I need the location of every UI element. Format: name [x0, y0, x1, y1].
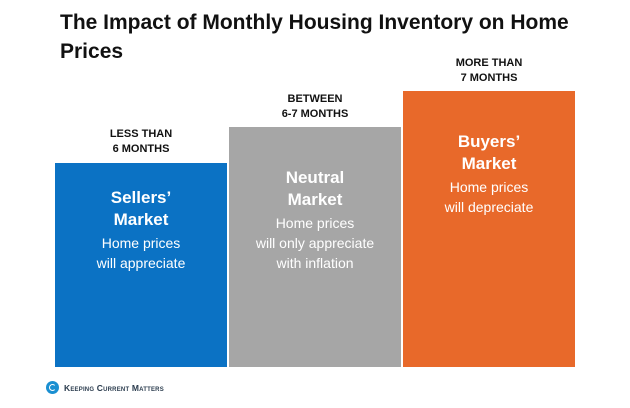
- range-label-line1: LESS THAN: [109, 128, 173, 140]
- market-name-line1: Buyers’: [457, 132, 521, 151]
- market-description: Home prices will only appreciate with in…: [256, 213, 374, 273]
- market-desc-line1: Home prices: [275, 215, 355, 231]
- market-desc-line1: Home prices: [101, 235, 181, 251]
- market-name-line1: Sellers’: [110, 188, 172, 207]
- market-desc-line1: Home prices: [449, 179, 529, 195]
- neutral-market-bar: Neutral Market Home prices will only app…: [229, 127, 401, 367]
- market-description: Home prices will appreciate: [97, 233, 186, 273]
- market-name-line2: Market: [113, 210, 169, 229]
- market-description: Home prices will depreciate: [445, 177, 534, 217]
- market-name-line1: Neutral: [285, 168, 345, 187]
- range-label-line1: BETWEEN: [287, 93, 343, 105]
- range-label-line2: 7 MONTHS: [460, 72, 518, 84]
- kcm-logo-icon: [46, 381, 59, 394]
- buyers-market-bar: Buyers’ Market Home prices will deprecia…: [403, 91, 575, 367]
- market-name-line2: Market: [287, 190, 343, 209]
- sellers-market-bar: Sellers’ Market Home prices will appreci…: [55, 163, 227, 367]
- market-desc-line2: will appreciate: [96, 255, 186, 271]
- range-label-neutral: BETWEEN 6-7 MONTHS: [229, 92, 401, 122]
- range-label-sellers: LESS THAN 6 MONTHS: [55, 127, 227, 157]
- range-label-line1: MORE THAN: [455, 57, 523, 69]
- market-desc-line3: with inflation: [276, 255, 354, 271]
- footer-brand: Keeping Current Matters: [46, 381, 164, 394]
- range-label-line2: 6-7 MONTHS: [281, 108, 349, 120]
- market-desc-line2: will depreciate: [444, 199, 534, 215]
- range-label-line2: 6 MONTHS: [112, 143, 170, 155]
- range-label-buyers: MORE THAN 7 MONTHS: [403, 56, 575, 86]
- market-name-line2: Market: [461, 154, 517, 173]
- market-desc-line2: will only appreciate: [255, 235, 375, 251]
- brand-name: Keeping Current Matters: [64, 382, 164, 393]
- chart-title: The Impact of Monthly Housing Inventory …: [60, 11, 569, 63]
